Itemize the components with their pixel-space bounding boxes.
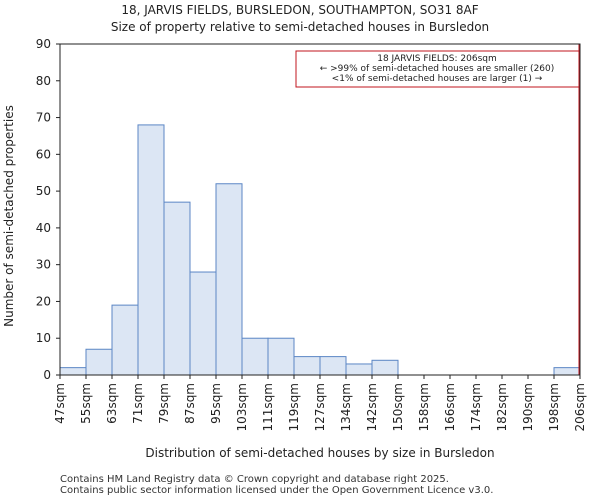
annotation-line-1: 18 JARVIS FIELDS: 206sqm <box>377 54 497 64</box>
y-tick-label: 50 <box>36 184 51 198</box>
footer-copyright: Contains HM Land Registry data © Crown c… <box>60 474 449 485</box>
x-tick-label: 166sqm <box>443 383 457 431</box>
histogram-bar <box>111 304 139 376</box>
x-tick-label: 198sqm <box>547 383 561 431</box>
x-axis-label: Distribution of semi-detached houses by … <box>145 446 494 460</box>
x-tick-label: 119sqm <box>287 383 301 431</box>
y-tick-label: 20 <box>36 294 51 308</box>
y-tick-label: 0 <box>43 368 51 382</box>
y-axis-label: Number of semi-detached properties <box>2 105 16 327</box>
x-tick-label: 63sqm <box>105 383 119 424</box>
annotation-line-3: <1% of semi-detached houses are larger (… <box>332 74 543 84</box>
x-tick-label: 71sqm <box>131 383 145 424</box>
histogram-bar <box>371 359 399 376</box>
x-tick-label: 182sqm <box>495 383 509 431</box>
histogram-bar <box>85 348 113 376</box>
x-tick-label: 87sqm <box>183 383 197 424</box>
y-tick-label: 90 <box>36 37 51 51</box>
x-tick-label: 103sqm <box>235 383 249 431</box>
x-tick-label: 206sqm <box>573 383 587 431</box>
y-tick-label: 40 <box>36 221 51 235</box>
x-tick-label: 47sqm <box>53 383 67 424</box>
histogram-bar <box>267 337 295 376</box>
histogram-bar <box>319 356 347 376</box>
annotation-line-2: ← >99% of semi-detached houses are small… <box>320 64 555 74</box>
y-tick-label: 70 <box>36 111 51 125</box>
histogram-bar <box>293 356 321 376</box>
histogram-bar <box>137 124 165 376</box>
histogram-bar <box>345 363 373 376</box>
y-tick-label: 60 <box>36 147 51 161</box>
x-tick-label: 95sqm <box>209 383 223 424</box>
chart-title: 18, JARVIS FIELDS, BURSLEDON, SOUTHAMPTO… <box>121 3 478 17</box>
chart-subtitle: Size of property relative to semi-detach… <box>111 20 489 34</box>
histogram-bar <box>59 367 87 376</box>
histogram-bar <box>163 201 191 376</box>
plot-frame <box>59 43 581 376</box>
x-tick-label: 127sqm <box>313 383 327 431</box>
x-tick-label: 111sqm <box>261 383 275 431</box>
y-tick-label: 30 <box>36 258 51 272</box>
histogram-bar <box>189 271 217 376</box>
x-tick-label: 55sqm <box>79 383 93 424</box>
x-axis-ticks: 47sqm 55sqm 63sqm 71sqm 79sqm 87sqm 95sqm 103sq… <box>53 375 587 431</box>
y-tick-label: 80 <box>36 74 51 88</box>
histogram-bar <box>553 367 581 376</box>
y-axis-ticks: 0 10 20 30 40 50 60 70 80 90 <box>36 37 60 382</box>
bars-group <box>59 124 581 376</box>
footer-licence: Contains public sector information licen… <box>60 485 494 496</box>
x-tick-label: 134sqm <box>339 383 353 431</box>
x-tick-label: 158sqm <box>417 383 431 431</box>
histogram-bar <box>215 183 243 376</box>
x-tick-label: 142sqm <box>365 383 379 431</box>
x-tick-label: 190sqm <box>521 383 535 431</box>
x-tick-label: 174sqm <box>469 383 483 431</box>
y-tick-label: 10 <box>36 331 51 345</box>
annotation-box <box>295 50 580 88</box>
x-tick-label: 150sqm <box>391 383 405 431</box>
x-tick-label: 79sqm <box>157 383 171 424</box>
histogram-bar <box>241 337 269 376</box>
